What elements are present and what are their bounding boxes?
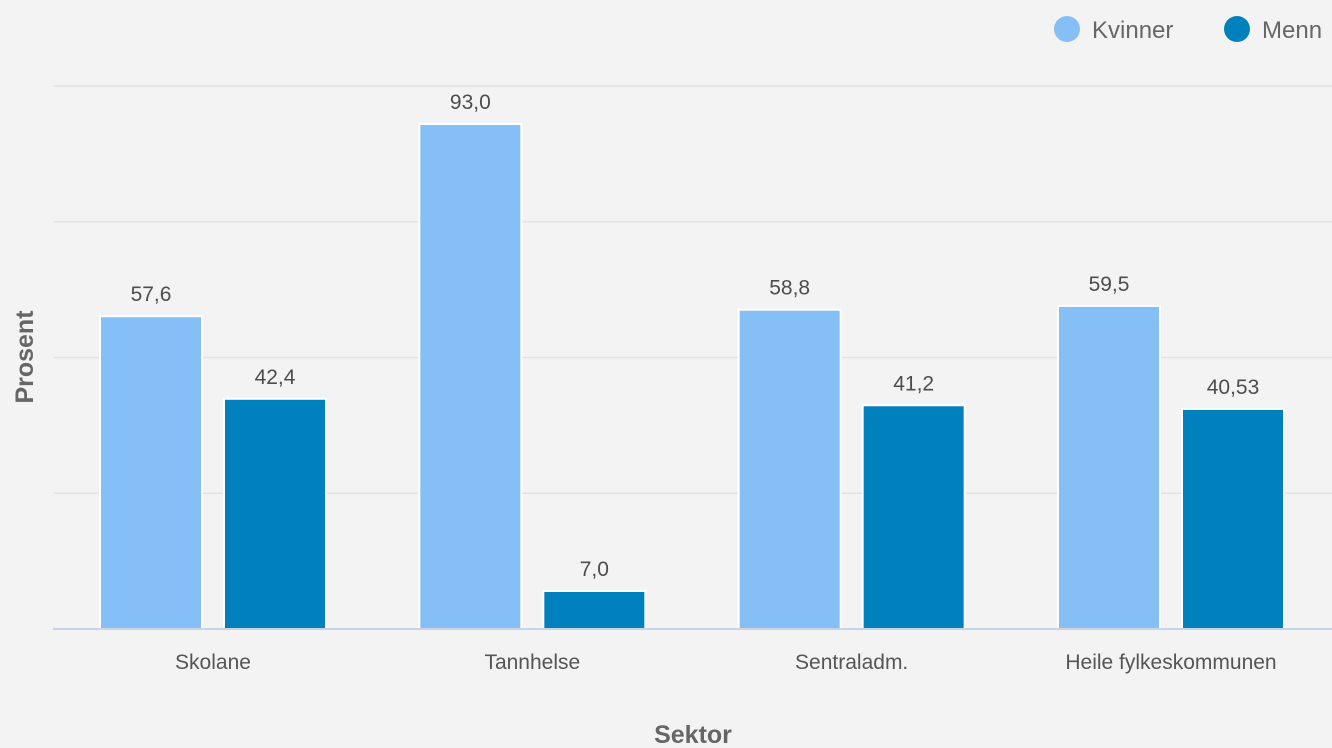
bar-menn-1 (542, 589, 647, 630)
bar-kvinner-3 (1057, 304, 1161, 630)
data-label: 59,5 (1089, 273, 1130, 296)
data-labels: 57,6 42,4 93,0 7,0 58,8 41,2 59,5 40,53 (131, 91, 1260, 581)
data-label: 42,4 (255, 366, 296, 389)
legend: Kvinner Menn (1054, 16, 1322, 44)
x-tick-labels: Skolane Tannhelse Sentraladm. Heile fylkesk… (175, 651, 1277, 674)
data-label: 93,0 (450, 91, 491, 114)
data-label: 7,0 (580, 558, 609, 581)
x-axis-title: Sektor (654, 721, 732, 748)
bar-kvinner-1 (418, 123, 523, 630)
bar-menn-3 (1181, 407, 1285, 630)
data-label: 40,53 (1207, 376, 1260, 399)
data-label: 41,2 (893, 372, 934, 395)
legend-label: Menn (1262, 17, 1322, 44)
y-axis-title: Prosent (11, 310, 39, 404)
x-tick-label: Heile fylkeskommunen (1065, 651, 1276, 674)
bar-menn-0 (223, 397, 327, 630)
data-label: 57,6 (131, 283, 172, 306)
bars (99, 123, 1285, 630)
data-label: 58,8 (769, 277, 810, 300)
x-tick-label: Sentraladm. (795, 651, 908, 674)
bar-kvinner-2 (737, 308, 842, 630)
x-tick-label: Skolane (175, 651, 251, 674)
bar-kvinner-0 (99, 315, 203, 630)
legend-marker (1054, 16, 1080, 42)
bar-menn-2 (861, 404, 966, 630)
legend-marker (1224, 16, 1250, 42)
x-tick-label: Tannhelse (484, 651, 580, 674)
legend-label: Kvinner (1092, 17, 1173, 44)
